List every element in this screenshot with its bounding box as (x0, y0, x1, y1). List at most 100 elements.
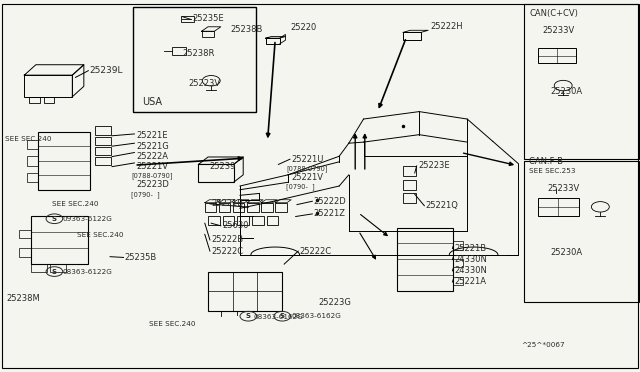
Text: 08363-6122G: 08363-6122G (63, 269, 113, 275)
Bar (403, 166, 416, 176)
Text: 25223E: 25223E (418, 161, 449, 170)
Bar (538, 198, 579, 216)
Bar (208, 272, 282, 311)
Text: 25233V: 25233V (542, 26, 574, 35)
Text: 25230A: 25230A (550, 248, 582, 257)
Bar (181, 16, 194, 22)
Bar (202, 31, 214, 37)
Text: 25221V: 25221V (136, 162, 168, 171)
Bar (19, 230, 31, 238)
Bar (275, 203, 287, 212)
Text: 25239: 25239 (209, 162, 236, 171)
Bar (524, 4, 639, 159)
Text: [0788-0790]: [0788-0790] (286, 165, 328, 171)
Text: [0790-  ]: [0790- ] (286, 183, 315, 190)
Bar (208, 216, 220, 225)
Text: S: S (246, 313, 251, 319)
Text: USA: USA (142, 97, 162, 107)
Text: 25233V: 25233V (547, 184, 579, 193)
Text: 09363-6122G: 09363-6122G (63, 216, 113, 222)
Bar (95, 137, 111, 145)
Text: [0788-0790]: [0788-0790] (131, 173, 173, 179)
Text: 08363-6162G: 08363-6162G (253, 314, 303, 320)
Bar (27, 156, 38, 166)
Bar (403, 180, 416, 190)
Bar (38, 132, 90, 190)
Text: 25222D: 25222D (314, 197, 346, 206)
Text: 25222C: 25222C (211, 247, 243, 256)
Bar (95, 157, 111, 165)
Bar (453, 277, 463, 285)
Text: 25222A: 25222A (136, 152, 168, 161)
Text: 25235B: 25235B (125, 253, 157, 262)
Text: 25222H: 25222H (430, 22, 463, 31)
Text: 25238B: 25238B (230, 25, 263, 34)
Bar (172, 47, 186, 55)
Text: S: S (280, 313, 285, 319)
Text: 25221V: 25221V (291, 173, 323, 182)
Bar (261, 203, 273, 212)
Text: 25221A: 25221A (454, 278, 486, 286)
Text: 24330N: 24330N (454, 266, 487, 275)
Bar (403, 193, 416, 203)
Text: S: S (52, 216, 57, 222)
Text: 08363-6162G: 08363-6162G (291, 313, 341, 319)
Bar (50, 264, 66, 272)
Text: 25239L: 25239L (90, 66, 123, 75)
Bar (44, 97, 54, 103)
Text: 25223D: 25223D (136, 180, 169, 189)
Bar (453, 241, 463, 250)
Bar (95, 126, 111, 135)
Text: 25235E: 25235E (192, 14, 223, 23)
Text: SEE SEC.240: SEE SEC.240 (149, 321, 196, 327)
Bar (27, 140, 38, 149)
Text: CAN.F B: CAN.F B (529, 157, 563, 166)
Text: 25220: 25220 (290, 23, 316, 32)
Bar (267, 216, 278, 225)
Text: 25221B: 25221B (454, 244, 486, 253)
Bar (29, 97, 40, 103)
Text: SEE SEC.253: SEE SEC.253 (529, 169, 575, 174)
Bar (24, 75, 72, 97)
Bar (205, 203, 216, 212)
Bar (252, 216, 264, 225)
Bar (247, 203, 259, 212)
Bar (223, 216, 234, 225)
Bar (95, 147, 111, 155)
Text: 24330N: 24330N (454, 255, 487, 264)
Text: S: S (52, 269, 57, 275)
Bar (27, 173, 38, 182)
Bar (453, 259, 463, 267)
Bar (133, 7, 256, 112)
Text: 25238M: 25238M (6, 294, 40, 303)
Text: SEE SEC.240: SEE SEC.240 (52, 201, 99, 207)
Text: 25230A: 25230A (550, 87, 582, 96)
Bar (266, 38, 280, 44)
Text: 25221Q: 25221Q (426, 201, 458, 210)
Text: 25223G: 25223G (319, 298, 351, 307)
Bar (198, 164, 234, 182)
Text: 25238R: 25238R (182, 49, 215, 58)
Bar (524, 161, 639, 302)
Text: ^25^*0067: ^25^*0067 (522, 342, 565, 348)
Text: SEE SEC.240: SEE SEC.240 (5, 136, 52, 142)
Text: SEE SEC.240: SEE SEC.240 (77, 232, 124, 238)
Text: CAN(C+CV): CAN(C+CV) (530, 9, 579, 18)
Text: 25221B: 25221B (211, 199, 243, 208)
Bar (31, 216, 88, 264)
Text: 25223V: 25223V (189, 79, 221, 88)
Bar (237, 216, 249, 225)
Text: 25221U: 25221U (291, 155, 324, 164)
Bar (19, 248, 31, 257)
Text: 25222C: 25222C (300, 247, 332, 256)
Bar (397, 228, 453, 291)
Bar (403, 32, 421, 40)
Text: 25221E: 25221E (136, 131, 168, 140)
Text: [0790-  ]: [0790- ] (131, 191, 160, 198)
Bar (219, 203, 230, 212)
Text: 25221G: 25221G (136, 142, 169, 151)
Text: 25221Z: 25221Z (314, 209, 346, 218)
Bar (31, 264, 47, 272)
Text: 25630: 25630 (223, 221, 249, 230)
Bar (538, 48, 576, 63)
